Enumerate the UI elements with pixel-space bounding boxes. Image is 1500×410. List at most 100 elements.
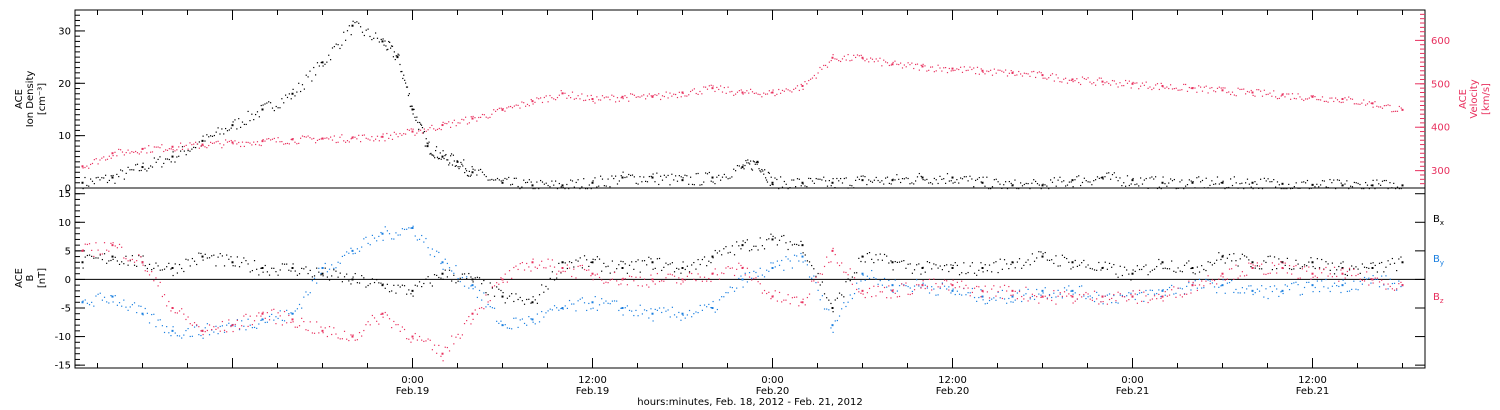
velocity-sample-521 [1059,81,1061,83]
density-sample-107 [283,102,285,104]
b-series-Bz-sample-1 [84,243,86,245]
b-series-By-sample-565 [1293,282,1295,284]
b-series-Bz-sample-545 [1250,263,1252,265]
b-series-By-sample-599 [1366,278,1368,280]
b-series-Bz-sample-56 [202,333,204,336]
density-sample-236 [453,160,455,162]
b-series-Bz-sample-131 [363,329,365,332]
velocity-sample-590 [1188,86,1190,89]
b-series-Bx-sample-366 [866,253,868,255]
density-sample-741 [1351,186,1354,188]
density-sample-106 [281,98,283,100]
density-sample-286 [528,179,530,181]
b-series-Bz-sample-87 [268,319,271,321]
density-sample-369 [684,174,686,176]
b-series-Bz-sample-324 [776,300,778,302]
b-series-Bx-sample-181 [470,276,472,278]
density-point-47 [1371,184,1374,187]
velocity-sample-27 [133,151,135,153]
b-series-Bz-sample-124 [348,339,350,342]
b-series-Bx-sample-526 [1209,261,1211,264]
density-sample-338 [626,176,628,178]
density-sample-762 [1391,187,1393,189]
velocity-sample-407 [845,59,847,61]
b-series-Bx-sample-512 [1179,270,1181,272]
density-sample-139 [343,31,345,33]
b-series-Bx-sample-209 [530,302,532,304]
b-series-By-sample-53 [196,325,198,327]
velocity-sample-75 [223,144,225,146]
b-series-By-sample-126 [352,253,354,255]
b-series-Bx-sample-333 [796,243,798,246]
density-sample-140 [345,39,347,41]
b-series-By-sample-61 [213,331,215,333]
density-sample-97 [264,103,266,105]
velocity-sample-84 [240,145,242,148]
density-sample-491 [883,183,885,185]
velocity-sample-652 [1305,98,1307,100]
b-series-By-sample-218 [549,308,551,310]
b-series-By-sample-318 [763,276,766,278]
velocity-sample-687 [1370,102,1372,104]
density-sample-147 [358,22,360,24]
density-sample-392 [727,178,729,180]
density-sample-652 [1185,185,1187,187]
density-sample-207 [426,142,428,144]
velocity-sample-454 [933,71,935,73]
b-series-Bx-sample-222 [558,262,560,265]
b-series-Bz-sample-184 [476,313,478,315]
velocity-sample-489 [999,69,1001,71]
density-point-48 [1401,184,1404,187]
b-series-Bz-sample-185 [478,307,481,309]
b-series-Bx-sample-241 [598,258,601,260]
b-series-By-sample-193 [496,320,498,322]
velocity-sample-16 [112,155,114,157]
density-sample-457 [819,178,821,180]
b-series-Bz-sample-511 [1177,287,1179,289]
velocity-sample-55 [185,144,187,146]
b-series-Bz-sample-173 [453,343,455,345]
b-series-By-sample-197 [504,324,506,326]
b-series-By-sample-388 [913,285,916,287]
b-series-Bx-sample-320 [768,238,770,240]
b-series-Bx-sample-464 [1076,265,1078,268]
b-series-By-sample-607 [1383,284,1385,286]
b-series-Bx-sample-485 [1121,274,1123,277]
velocity-point-21 [711,87,714,90]
density-sample-168 [390,47,392,49]
b-series-By-sample-436 [1016,292,1018,294]
velocity-sample-485 [991,74,994,76]
velocity-sample-540 [1095,84,1097,86]
density-sample-453 [811,180,814,182]
density-sample-125 [316,62,319,64]
density-sample-135 [335,43,337,45]
b-series-Bz-sample-237 [590,275,592,277]
density-sample-737 [1344,183,1346,185]
b-series-By-sample-401 [941,282,943,284]
b-series-Bz-sample-556 [1273,264,1276,267]
b-series-Bx-sample-456 [1059,265,1061,267]
velocity-sample-425 [879,57,881,59]
b-series-Bz-sample-254 [626,284,628,286]
density-sample-473 [849,184,851,187]
b-series-Bz-sample-437 [1018,290,1021,293]
b-series-By-sample-555 [1271,290,1273,293]
velocity-sample-684 [1365,104,1367,106]
b-series-Bx-sample-360 [853,272,856,274]
b-series-By-point-22 [741,278,744,281]
b-series-Bz-sample-488 [1128,299,1130,301]
b-series-By-sample-583 [1331,285,1333,287]
velocity-sample-392 [817,72,819,74]
b-series-By-sample-63 [217,333,219,335]
b-series-Bx-sample-50 [189,265,191,267]
b-series-Bz-sample-170 [446,346,448,349]
b-series-Bz-sample-434 [1012,294,1014,296]
density-sample-724 [1320,184,1322,186]
b-series-By-sample-226 [566,307,568,309]
b-series-Bx-sample-406 [952,264,954,267]
b-series-By-sample-574 [1312,291,1314,293]
b-series-Bz-sample-2 [86,243,88,246]
density-sample-391 [725,176,727,178]
density-sample-265 [489,179,491,181]
velocity-sample-486 [993,68,995,70]
